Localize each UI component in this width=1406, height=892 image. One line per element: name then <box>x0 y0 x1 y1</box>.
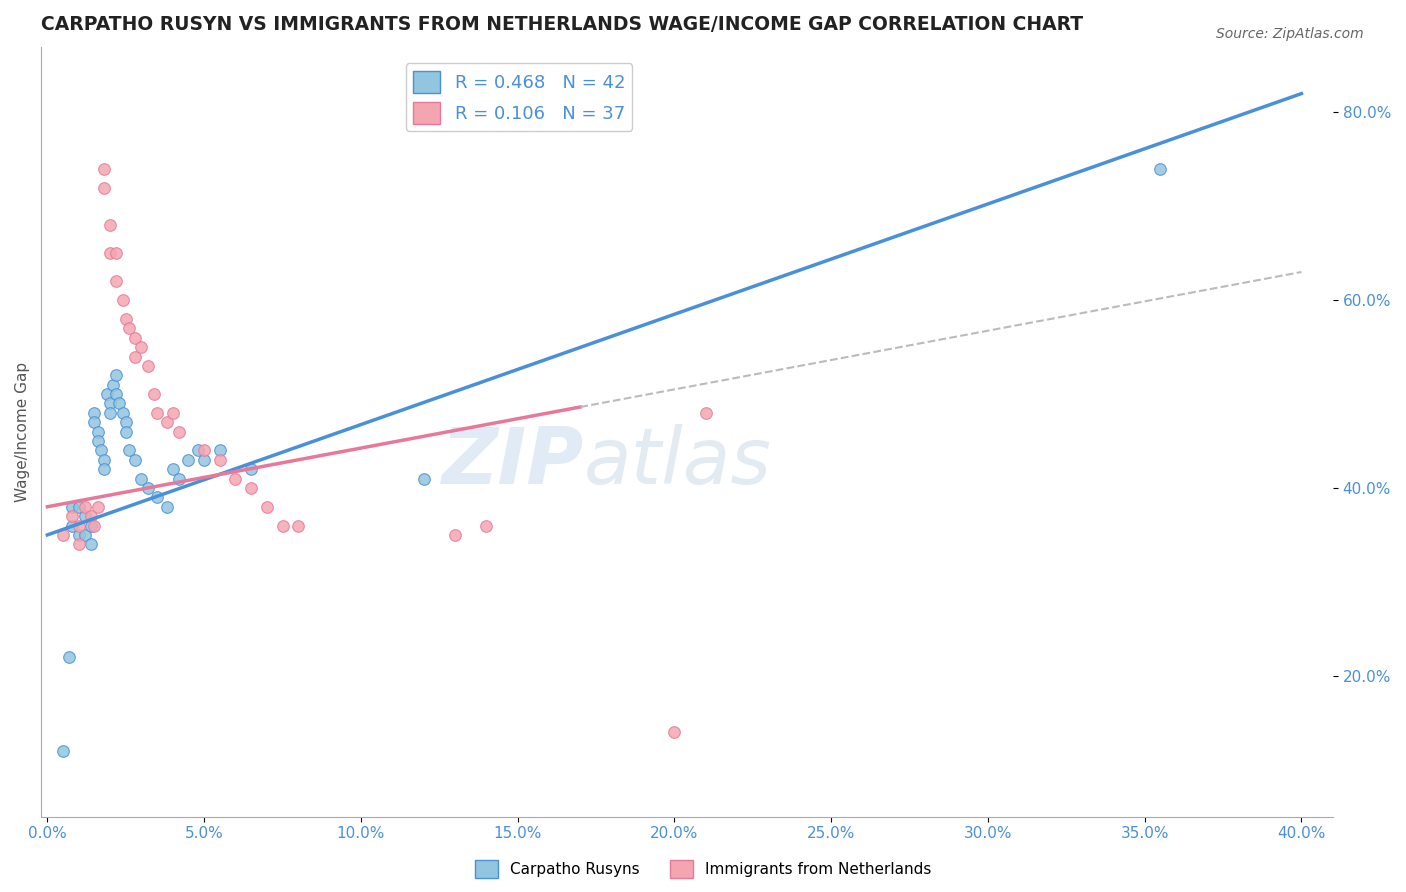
Point <box>162 462 184 476</box>
Point <box>131 340 153 354</box>
Point <box>93 161 115 176</box>
Point <box>146 406 169 420</box>
Point <box>73 509 96 524</box>
Point <box>96 387 118 401</box>
Point <box>131 472 153 486</box>
Point <box>1149 161 1171 176</box>
Point <box>80 537 103 551</box>
Legend: R = 0.468   N = 42, R = 0.106   N = 37: R = 0.468 N = 42, R = 0.106 N = 37 <box>406 63 633 131</box>
Legend: Carpatho Rusyns, Immigrants from Netherlands: Carpatho Rusyns, Immigrants from Netherl… <box>468 854 938 884</box>
Point <box>62 500 84 514</box>
Point <box>136 359 159 373</box>
Point <box>124 350 146 364</box>
Point <box>664 725 686 739</box>
Point <box>177 452 200 467</box>
Point <box>114 425 136 439</box>
Point <box>83 518 105 533</box>
Point <box>93 180 115 194</box>
Point <box>162 406 184 420</box>
Y-axis label: Wage/Income Gap: Wage/Income Gap <box>15 361 30 501</box>
Point <box>114 415 136 429</box>
Text: CARPATHO RUSYN VS IMMIGRANTS FROM NETHERLANDS WAGE/INCOME GAP CORRELATION CHART: CARPATHO RUSYN VS IMMIGRANTS FROM NETHER… <box>41 15 1083 34</box>
Point <box>52 528 75 542</box>
Point <box>86 500 108 514</box>
Point <box>67 537 90 551</box>
Point <box>143 387 166 401</box>
Point <box>52 744 75 758</box>
Point <box>167 425 190 439</box>
Point <box>83 406 105 420</box>
Point <box>105 274 128 288</box>
Point <box>155 500 177 514</box>
Point <box>118 443 141 458</box>
Point <box>90 443 112 458</box>
Point <box>93 452 115 467</box>
Text: ZIP: ZIP <box>441 425 583 500</box>
Point <box>114 312 136 326</box>
Text: Source: ZipAtlas.com: Source: ZipAtlas.com <box>1216 27 1364 41</box>
Point <box>67 518 90 533</box>
Point <box>155 415 177 429</box>
Point <box>93 462 115 476</box>
Point <box>124 452 146 467</box>
Point <box>167 472 190 486</box>
Point <box>67 500 90 514</box>
Point <box>444 528 467 542</box>
Point <box>287 518 309 533</box>
Point <box>412 472 434 486</box>
Point <box>136 481 159 495</box>
Point <box>98 396 121 410</box>
Point <box>193 452 215 467</box>
Point <box>108 396 131 410</box>
Point <box>475 518 498 533</box>
Point <box>256 500 278 514</box>
Point <box>86 434 108 448</box>
Point <box>80 518 103 533</box>
Text: atlas: atlas <box>583 425 772 500</box>
Point <box>240 481 263 495</box>
Point <box>695 406 717 420</box>
Point <box>146 491 169 505</box>
Point <box>58 650 80 665</box>
Point <box>193 443 215 458</box>
Point <box>62 518 84 533</box>
Point <box>224 472 246 486</box>
Point <box>98 246 121 260</box>
Point <box>86 425 108 439</box>
Point <box>111 293 134 308</box>
Point <box>103 377 125 392</box>
Point <box>111 406 134 420</box>
Point <box>240 462 263 476</box>
Point <box>73 528 96 542</box>
Point <box>187 443 209 458</box>
Point <box>80 509 103 524</box>
Point <box>208 452 231 467</box>
Point <box>105 368 128 383</box>
Point <box>208 443 231 458</box>
Point <box>98 218 121 232</box>
Point <box>118 321 141 335</box>
Point <box>105 246 128 260</box>
Point <box>83 415 105 429</box>
Point <box>73 500 96 514</box>
Point <box>271 518 294 533</box>
Point <box>62 509 84 524</box>
Point <box>98 406 121 420</box>
Point <box>67 528 90 542</box>
Point <box>105 387 128 401</box>
Point <box>124 331 146 345</box>
